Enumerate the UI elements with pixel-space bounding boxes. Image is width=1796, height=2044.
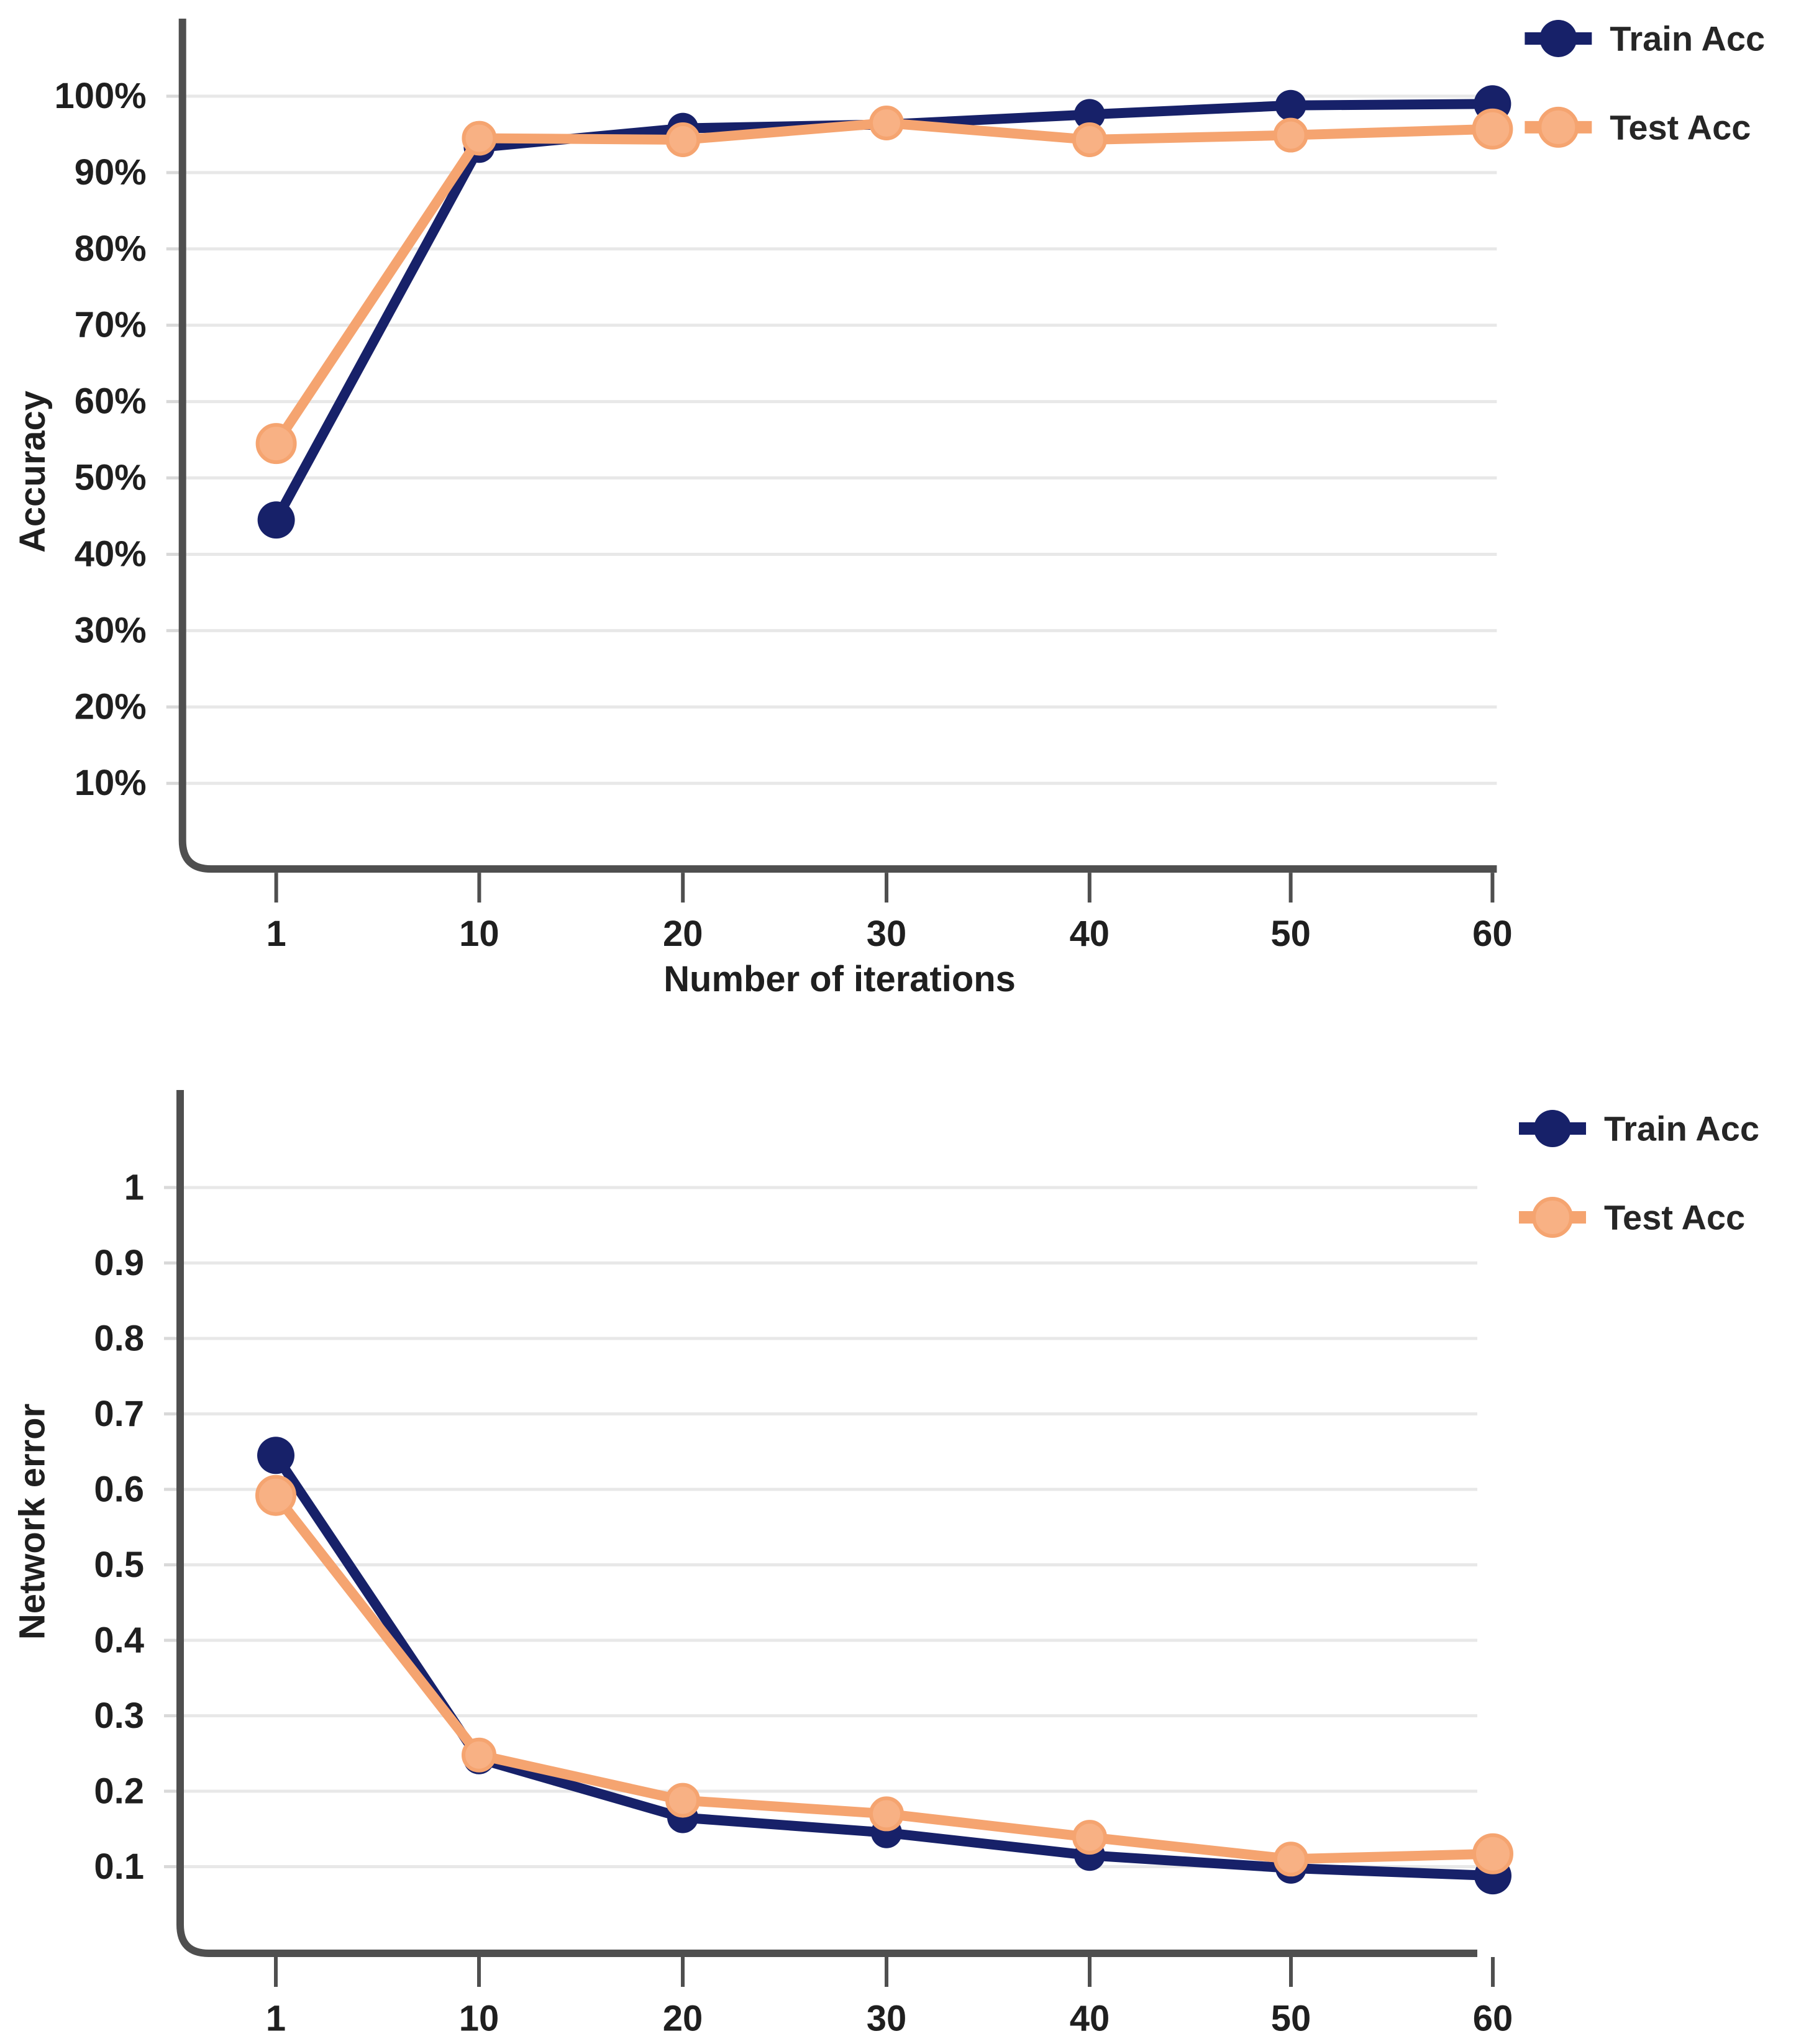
accuracy-chart: 100% 90% 80% 70% 60% 50% 40% 30% 20% 10% 1 10 20 30 40… <box>13 18 1765 999</box>
accuracy-chart-svg: 100% 90% 80% 70% 60% 50% 40% 30% 20% 10% 1 10 20 30 40… <box>13 18 1765 999</box>
train-acc-point <box>257 1437 294 1474</box>
x-tick-label: 20 <box>663 1999 703 2039</box>
y-tick-label: 50% <box>75 458 147 498</box>
test-acc-point <box>665 1783 700 1818</box>
gridlines <box>164 1186 1477 1868</box>
y-tick-label: 0.9 <box>94 1243 144 1283</box>
train-acc-point <box>1073 99 1105 130</box>
gridlines <box>166 94 1497 785</box>
y-tick-label: 60% <box>75 382 147 422</box>
test-acc-point <box>869 105 904 140</box>
legend-marker-dot <box>1538 106 1579 148</box>
y-tick-labels: 100% 90% 80% 70% 60% 50% 40% 30% 20% 10% <box>55 76 147 803</box>
legend-label: Test Acc <box>1610 107 1751 147</box>
x-tick-marks <box>274 1957 1495 1987</box>
y-tick-label: 40% <box>75 534 147 574</box>
x-tick-labels: 1 10 20 30 40 50 60 <box>266 914 1512 954</box>
legend-label: Train Acc <box>1610 19 1765 58</box>
y-tick-label: 1 <box>124 1168 144 1208</box>
y-tick-label: 100% <box>55 76 147 116</box>
y-tick-labels: 1 0.9 0.8 0.7 0.6 0.5 0.4 0.3 0.2 0.1 <box>94 1168 144 1887</box>
x-tick-label: 1 <box>266 1999 286 2039</box>
x-tick-label: 20 <box>663 914 703 954</box>
test-acc-point <box>665 122 701 157</box>
test-acc-point <box>1072 122 1107 157</box>
test-acc-point <box>1472 1833 1513 1874</box>
legend: Train Acc Test Acc <box>1519 1109 1759 1238</box>
y-axis-title: Accuracy <box>13 391 53 553</box>
test-acc-point <box>462 120 497 156</box>
legend-item: Train Acc <box>1525 19 1765 58</box>
test-acc-point <box>255 1474 296 1516</box>
network-error-chart-svg: 1 0.9 0.8 0.7 0.6 0.5 0.4 0.3 0.2 0.1 1 10 20 30 40 50 6… <box>12 1090 1759 2039</box>
legend-item: Test Acc <box>1519 1197 1745 1238</box>
test-acc-point <box>462 1737 496 1773</box>
legend-marker-dot <box>1539 19 1577 57</box>
y-tick-label: 80% <box>75 229 147 269</box>
network-error-chart: 1 0.9 0.8 0.7 0.6 0.5 0.4 0.3 0.2 0.1 1 10 20 30 40 50 6… <box>0 1025 1796 2044</box>
x-tick-label: 40 <box>1070 1999 1110 2039</box>
y-tick-label: 90% <box>75 153 147 193</box>
legend-label: Test Acc <box>1604 1198 1745 1237</box>
x-tick-label: 40 <box>1070 914 1110 954</box>
test-acc-point <box>1072 1820 1107 1855</box>
train-acc-point <box>1275 89 1306 121</box>
legend: Train Acc Test Acc <box>1525 19 1765 148</box>
legend-item: Train Acc <box>1519 1109 1759 1148</box>
x-tick-label: 60 <box>1472 914 1512 954</box>
y-tick-label: 0.6 <box>94 1469 144 1510</box>
x-tick-label: 30 <box>867 1999 907 2039</box>
x-tick-label: 60 <box>1473 1999 1513 2039</box>
test-acc-point <box>869 1796 904 1832</box>
legend-label: Train Acc <box>1604 1109 1759 1148</box>
x-tick-label: 30 <box>867 914 906 954</box>
legend-marker-dot <box>1534 1110 1571 1147</box>
x-tick-label: 50 <box>1270 914 1310 954</box>
test-acc-point <box>1274 1842 1308 1877</box>
x-axis-title: Number of iterations <box>663 960 1016 999</box>
test-acc-point <box>1273 117 1308 153</box>
axis-frame <box>178 18 1497 873</box>
y-tick-label: 20% <box>75 687 147 727</box>
x-tick-label: 50 <box>1271 1999 1311 2039</box>
axis-frame <box>176 1090 1477 1957</box>
test-acc-point <box>1472 108 1513 150</box>
legend-item: Test Acc <box>1525 106 1751 148</box>
y-axis-title: Network error <box>12 1404 53 1640</box>
y-tick-label: 0.1 <box>94 1846 144 1887</box>
x-tick-label: 1 <box>266 914 286 954</box>
y-tick-label: 30% <box>75 611 147 650</box>
train-acc-point <box>257 501 295 539</box>
y-tick-label: 0.4 <box>94 1620 144 1661</box>
test-acc-point <box>255 423 297 465</box>
x-tick-marks <box>274 873 1495 903</box>
y-tick-label: 0.5 <box>94 1545 144 1585</box>
y-tick-label: 70% <box>75 306 147 345</box>
x-tick-label: 10 <box>459 1999 499 2039</box>
y-tick-label: 0.3 <box>94 1696 144 1736</box>
x-tick-label: 10 <box>459 914 499 954</box>
x-tick-labels: 1 10 20 30 40 50 60 <box>266 1999 1513 2039</box>
y-tick-label: 0.7 <box>94 1394 144 1434</box>
y-tick-label: 0.2 <box>94 1771 144 1812</box>
y-tick-label: 10% <box>75 763 147 803</box>
legend-marker-dot <box>1532 1197 1573 1238</box>
y-tick-label: 0.8 <box>94 1319 144 1359</box>
